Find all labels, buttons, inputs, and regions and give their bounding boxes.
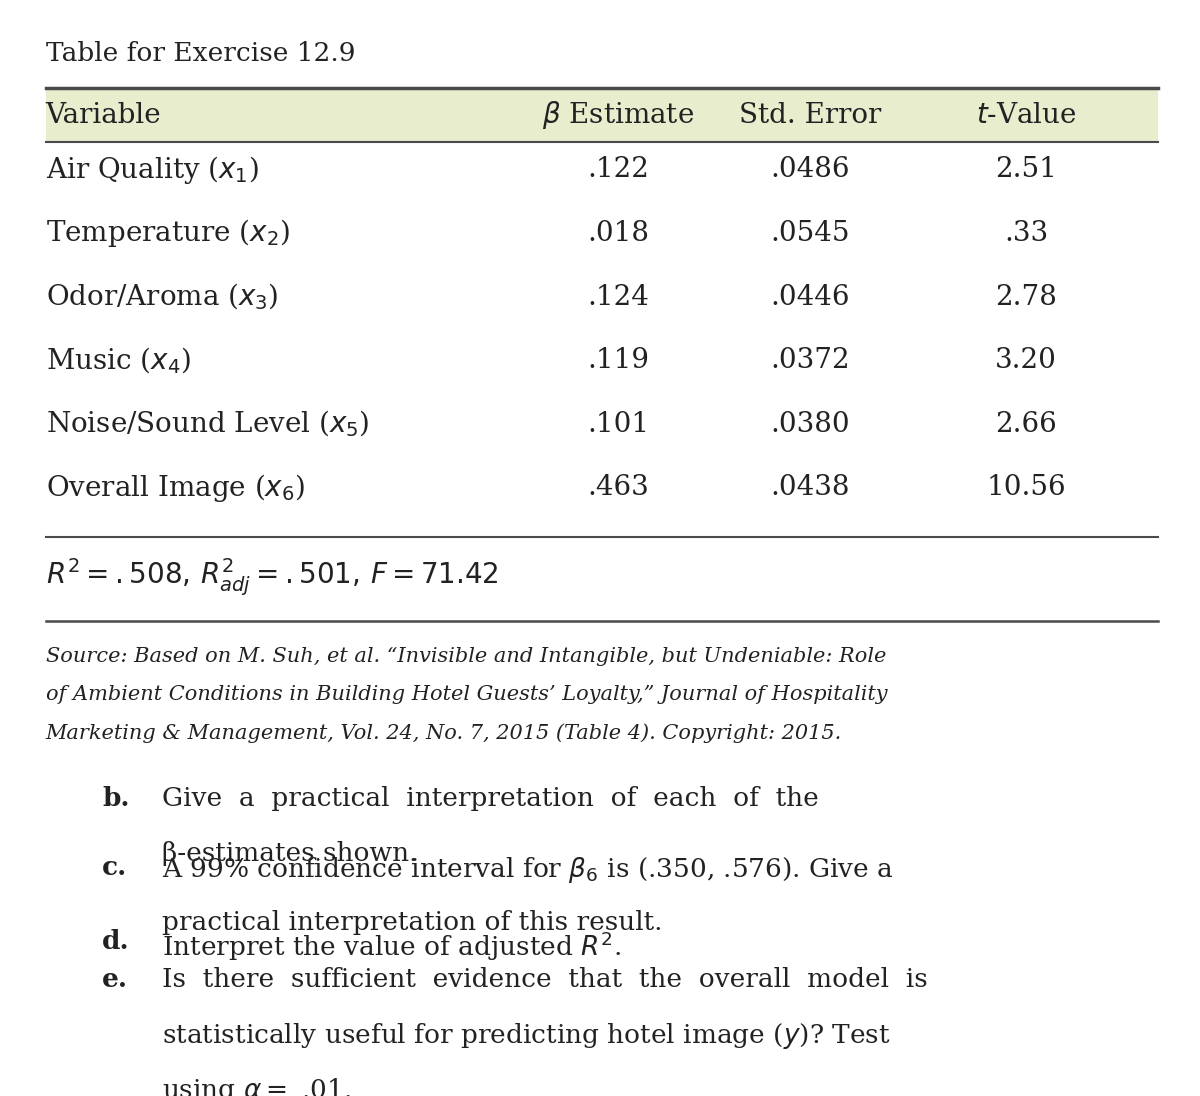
Text: Source: Based on M. Suh, et al. “Invisible and Intangible, but Undeniable: Role: Source: Based on M. Suh, et al. “Invisib…	[46, 647, 886, 665]
Text: Air Quality ($x_1$): Air Quality ($x_1$)	[46, 153, 258, 186]
Text: $\beta$ Estimate: $\beta$ Estimate	[542, 99, 694, 132]
Text: .0380: .0380	[770, 411, 850, 437]
Text: .0486: .0486	[770, 157, 850, 183]
Text: .119: .119	[587, 347, 649, 374]
Text: statistically useful for predicting hotel image ($y$)? Test: statistically useful for predicting hote…	[162, 1021, 890, 1051]
Text: Overall Image ($x_6$): Overall Image ($x_6$)	[46, 471, 305, 504]
Text: using $\alpha =$ .01.: using $\alpha =$ .01.	[162, 1076, 352, 1096]
Text: .101: .101	[587, 411, 649, 437]
Text: Give  a  practical  interpretation  of  each  of  the: Give a practical interpretation of each …	[162, 786, 818, 811]
Text: Table for Exercise 12.9: Table for Exercise 12.9	[46, 41, 355, 66]
Text: .018: .018	[587, 220, 649, 247]
Text: 2.51: 2.51	[995, 157, 1057, 183]
Text: Is  there  sufficient  evidence  that  the  overall  model  is: Is there sufficient evidence that the ov…	[162, 967, 928, 992]
Text: $t$-Value: $t$-Value	[976, 102, 1076, 128]
Text: e.: e.	[102, 967, 128, 992]
Text: .463: .463	[587, 475, 649, 501]
Text: .122: .122	[587, 157, 649, 183]
Text: of Ambient Conditions in Building Hotel Guests’ Loyalty,” Journal of Hospitality: of Ambient Conditions in Building Hotel …	[46, 685, 887, 704]
Text: Temperature ($x_2$): Temperature ($x_2$)	[46, 217, 289, 250]
Text: .33: .33	[1004, 220, 1048, 247]
Text: 2.66: 2.66	[995, 411, 1057, 437]
Text: Std. Error: Std. Error	[739, 102, 881, 128]
Text: .0545: .0545	[770, 220, 850, 247]
Text: c.: c.	[102, 855, 127, 880]
Text: Marketing & Management, Vol. 24, No. 7, 2015 (Table 4). Copyright: 2015.: Marketing & Management, Vol. 24, No. 7, …	[46, 723, 842, 743]
Text: Music ($x_4$): Music ($x_4$)	[46, 345, 191, 376]
Text: b.: b.	[102, 786, 130, 811]
Text: β-estimates shown.: β-estimates shown.	[162, 841, 418, 866]
Text: A 99% confidence interval for $\beta_6$ is (.350, .576). Give a: A 99% confidence interval for $\beta_6$ …	[162, 855, 894, 884]
Text: Odor/Aroma ($x_3$): Odor/Aroma ($x_3$)	[46, 282, 278, 312]
Text: .0446: .0446	[770, 284, 850, 310]
Text: .124: .124	[587, 284, 649, 310]
Text: Noise/Sound Level ($x_5$): Noise/Sound Level ($x_5$)	[46, 409, 370, 439]
Text: d.: d.	[102, 929, 130, 955]
Text: practical interpretation of this result.: practical interpretation of this result.	[162, 910, 662, 935]
Text: 3.20: 3.20	[995, 347, 1057, 374]
Text: .0438: .0438	[770, 475, 850, 501]
Text: .0372: .0372	[770, 347, 850, 374]
Text: Interpret the value of adjusted $R^2$.: Interpret the value of adjusted $R^2$.	[162, 929, 622, 963]
Text: 2.78: 2.78	[995, 284, 1057, 310]
Text: $R^2 = .508, \, R^2_{adj} = .501, \, F = 71.42$: $R^2 = .508, \, R^2_{adj} = .501, \, F =…	[46, 557, 498, 598]
Text: Variable: Variable	[46, 102, 161, 128]
Text: 10.56: 10.56	[986, 475, 1066, 501]
Bar	[46, 88, 1158, 142]
